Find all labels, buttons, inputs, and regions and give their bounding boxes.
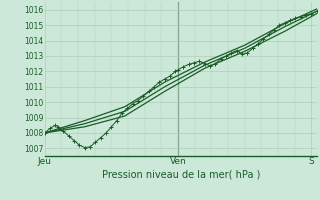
X-axis label: Pression niveau de la mer( hPa ): Pression niveau de la mer( hPa ) — [102, 169, 260, 179]
